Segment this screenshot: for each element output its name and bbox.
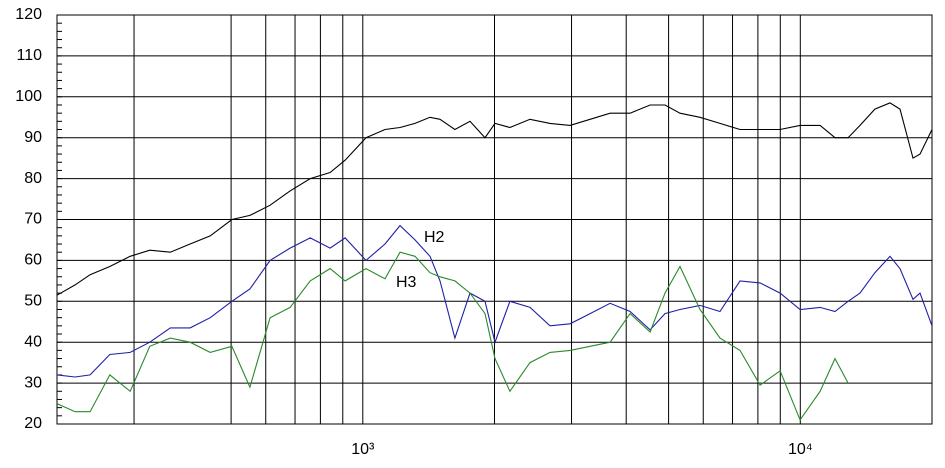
y-tick-label: 50 bbox=[24, 293, 42, 310]
plot-lines bbox=[57, 102, 932, 422]
y-tick-label: 80 bbox=[24, 170, 42, 187]
y-tick-label: 70 bbox=[24, 211, 42, 228]
x-tick-label: 10³ bbox=[351, 441, 375, 458]
series-line bbox=[57, 102, 932, 296]
y-tick-label: 100 bbox=[15, 88, 42, 105]
y-tick-label: 90 bbox=[24, 129, 42, 146]
series-line bbox=[57, 251, 849, 422]
y-tick-label: 20 bbox=[24, 415, 42, 432]
y-tick-label: 60 bbox=[24, 252, 42, 269]
series-label: H3 bbox=[396, 274, 417, 291]
x-tick-label: 10⁴ bbox=[788, 441, 813, 458]
y-tick-label: 40 bbox=[24, 333, 42, 350]
y-tick-label: 110 bbox=[16, 47, 42, 64]
series-label: H2 bbox=[424, 229, 445, 246]
series-line bbox=[57, 224, 932, 378]
y-tick-label: 30 bbox=[24, 374, 42, 391]
y-tick-label: 120 bbox=[15, 6, 42, 23]
